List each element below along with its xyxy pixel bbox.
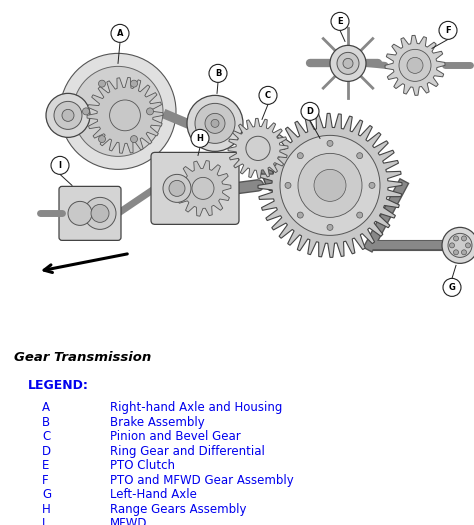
- Polygon shape: [385, 35, 445, 96]
- Circle shape: [462, 250, 466, 255]
- Circle shape: [327, 140, 333, 146]
- Circle shape: [399, 49, 431, 81]
- Circle shape: [146, 108, 154, 115]
- Text: H: H: [42, 503, 51, 516]
- Circle shape: [331, 13, 349, 30]
- Text: PTO and MFWD Gear Assembly: PTO and MFWD Gear Assembly: [110, 474, 294, 487]
- Text: I: I: [58, 161, 62, 170]
- Text: C: C: [265, 91, 271, 100]
- Polygon shape: [258, 113, 402, 257]
- Text: F: F: [42, 474, 49, 487]
- Text: F: F: [445, 26, 451, 35]
- Circle shape: [298, 153, 362, 217]
- Circle shape: [297, 153, 303, 159]
- Text: MFWD: MFWD: [110, 517, 147, 525]
- Circle shape: [191, 129, 209, 148]
- Text: Range Gears Assembly: Range Gears Assembly: [110, 503, 246, 516]
- Circle shape: [357, 212, 363, 218]
- Circle shape: [211, 119, 219, 128]
- Text: G: G: [448, 283, 456, 292]
- Circle shape: [163, 174, 191, 202]
- Text: E: E: [42, 459, 49, 472]
- Circle shape: [51, 156, 69, 174]
- Text: G: G: [42, 488, 51, 501]
- Circle shape: [73, 66, 163, 156]
- Text: I: I: [42, 517, 46, 525]
- FancyBboxPatch shape: [59, 186, 121, 240]
- Text: Gear Transmission: Gear Transmission: [14, 351, 151, 364]
- Circle shape: [91, 204, 109, 223]
- Circle shape: [343, 58, 353, 68]
- Circle shape: [465, 243, 471, 248]
- Text: D: D: [307, 107, 313, 116]
- Circle shape: [209, 65, 227, 82]
- Text: A: A: [42, 402, 50, 414]
- Text: Left-Hand Axle: Left-Hand Axle: [110, 488, 197, 501]
- Text: C: C: [42, 430, 50, 444]
- Circle shape: [187, 96, 243, 151]
- Circle shape: [448, 234, 472, 257]
- Circle shape: [454, 236, 458, 241]
- Polygon shape: [87, 78, 163, 153]
- Circle shape: [246, 136, 270, 161]
- Circle shape: [439, 22, 457, 39]
- Circle shape: [369, 182, 375, 188]
- Text: B: B: [42, 416, 50, 429]
- Circle shape: [195, 103, 235, 143]
- Circle shape: [82, 108, 90, 115]
- Circle shape: [109, 100, 140, 131]
- Text: H: H: [197, 134, 203, 143]
- Circle shape: [442, 227, 474, 264]
- Circle shape: [443, 278, 461, 297]
- Circle shape: [403, 53, 427, 78]
- Circle shape: [99, 80, 106, 87]
- Circle shape: [169, 181, 185, 196]
- Circle shape: [46, 93, 90, 138]
- Circle shape: [130, 135, 137, 143]
- Circle shape: [298, 153, 362, 217]
- Text: Right-hand Axle and Housing: Right-hand Axle and Housing: [110, 402, 283, 414]
- FancyBboxPatch shape: [151, 152, 239, 224]
- Circle shape: [285, 182, 291, 188]
- Circle shape: [54, 101, 82, 129]
- Circle shape: [337, 52, 359, 75]
- Text: LEGEND:: LEGEND:: [28, 380, 89, 392]
- Circle shape: [357, 153, 363, 159]
- Circle shape: [462, 236, 466, 241]
- Text: D: D: [42, 445, 51, 458]
- Circle shape: [297, 212, 303, 218]
- Circle shape: [454, 250, 458, 255]
- Circle shape: [327, 224, 333, 230]
- Circle shape: [192, 177, 214, 200]
- Circle shape: [205, 113, 225, 133]
- Text: B: B: [215, 69, 221, 78]
- Text: A: A: [117, 29, 123, 38]
- Circle shape: [68, 202, 92, 225]
- Circle shape: [84, 197, 116, 229]
- Circle shape: [111, 24, 129, 43]
- Text: Ring Gear and Differential: Ring Gear and Differential: [110, 445, 265, 458]
- Text: Brake Assembly: Brake Assembly: [110, 416, 205, 429]
- Polygon shape: [175, 161, 231, 216]
- Text: E: E: [337, 17, 343, 26]
- Circle shape: [99, 135, 106, 143]
- Circle shape: [280, 135, 380, 235]
- Circle shape: [407, 57, 423, 74]
- Circle shape: [449, 243, 455, 248]
- Circle shape: [259, 87, 277, 104]
- Circle shape: [60, 54, 176, 170]
- Polygon shape: [228, 118, 288, 178]
- Circle shape: [130, 80, 137, 87]
- Text: Pinion and Bevel Gear: Pinion and Bevel Gear: [110, 430, 241, 444]
- Text: PTO Clutch: PTO Clutch: [110, 459, 175, 472]
- Circle shape: [314, 170, 346, 202]
- Circle shape: [62, 109, 74, 121]
- Circle shape: [330, 45, 366, 81]
- Circle shape: [301, 102, 319, 120]
